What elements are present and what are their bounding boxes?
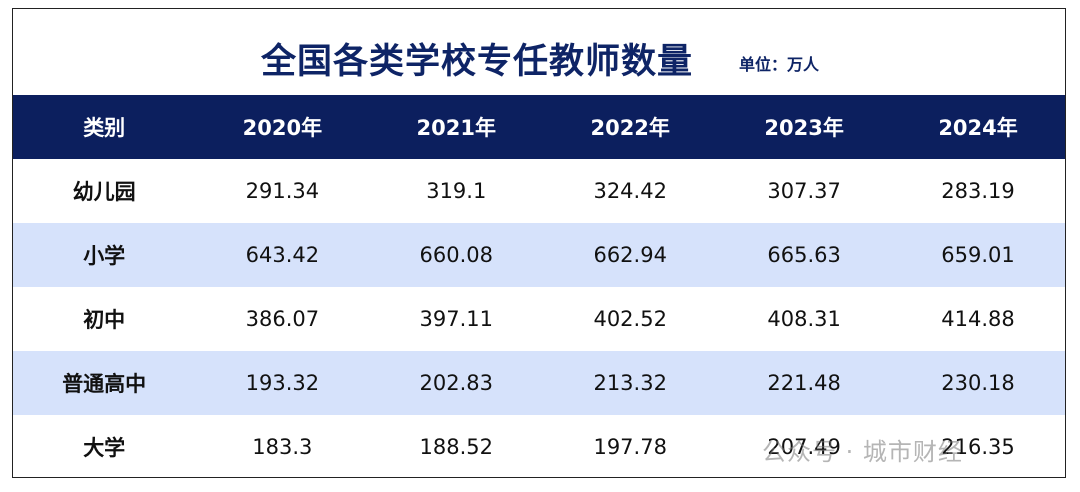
title: 全国各类学校专任教师数量 xyxy=(260,42,693,82)
table-cell: 216.35 xyxy=(941,435,1015,459)
table-cell: 660.08 xyxy=(419,243,494,267)
table-cell: 221.48 xyxy=(767,371,841,395)
column-header: 类别 xyxy=(83,116,126,140)
table-frame: 全国各类学校专任教师数量 单位：万人 类别 2020年 2021年 2022年 2023… xyxy=(12,8,1066,478)
table-row: 幼儿园 291.34 319.1 324.42 307.37 283.19 xyxy=(13,159,1065,223)
row-label: 幼儿园 xyxy=(72,180,136,204)
table-cell: 643.42 xyxy=(245,243,320,267)
title-row: 全国各类学校专任教师数量 单位：万人 xyxy=(13,9,1065,96)
table-row: 小学 643.42 660.08 662.94 665.63 659.01 xyxy=(13,223,1065,287)
table-cell: 307.37 xyxy=(767,179,841,203)
table-cell: 283.19 xyxy=(941,179,1015,203)
table-cell: 183.3 xyxy=(252,435,313,459)
table-cell: 659.01 xyxy=(941,243,1015,267)
table-cell: 324.42 xyxy=(593,179,667,203)
table-cell: 408.31 xyxy=(767,307,841,331)
table-row: 普通高中 193.32 202.83 213.32 221.48 230.18 xyxy=(13,351,1065,415)
header-row: 类别 2020年 2021年 2022年 2023年 2024年 xyxy=(13,95,1065,159)
watermark: 公众号 · 城市财经 xyxy=(762,438,963,466)
table-cell: 665.63 xyxy=(767,243,841,267)
table-cell: 213.32 xyxy=(593,371,667,395)
table-cell: 402.52 xyxy=(593,307,667,331)
table-cell: 230.18 xyxy=(941,371,1015,395)
row-label: 小学 xyxy=(83,244,126,268)
unit-label: 单位：万人 xyxy=(739,55,820,74)
row-label: 初中 xyxy=(83,308,126,332)
table-cell: 207.49 xyxy=(767,435,841,459)
table-cell: 397.11 xyxy=(419,307,494,331)
table-cell: 386.07 xyxy=(245,307,320,331)
table-cell: 193.32 xyxy=(245,371,320,395)
row-label: 普通高中 xyxy=(62,372,147,396)
row-label: 大学 xyxy=(83,436,126,460)
table-cell: 319.1 xyxy=(426,179,487,203)
table-cell: 197.78 xyxy=(593,435,667,459)
table-row: 初中 386.07 397.11 402.52 408.31 414.88 xyxy=(13,287,1065,351)
table-cell: 414.88 xyxy=(941,307,1015,331)
table-cell: 188.52 xyxy=(419,435,494,459)
column-header: 2022年 xyxy=(590,116,670,140)
table-cell: 662.94 xyxy=(593,243,667,267)
column-header: 2024年 xyxy=(938,116,1018,140)
table-cell: 202.83 xyxy=(419,371,494,395)
column-header: 2023年 xyxy=(764,116,844,140)
table-row: 大学 183.3 188.52 197.78 207.49 216.35 xyxy=(13,415,1065,479)
table-cell: 291.34 xyxy=(245,179,320,203)
column-header: 2020年 xyxy=(242,116,323,140)
column-header: 2021年 xyxy=(416,116,496,140)
